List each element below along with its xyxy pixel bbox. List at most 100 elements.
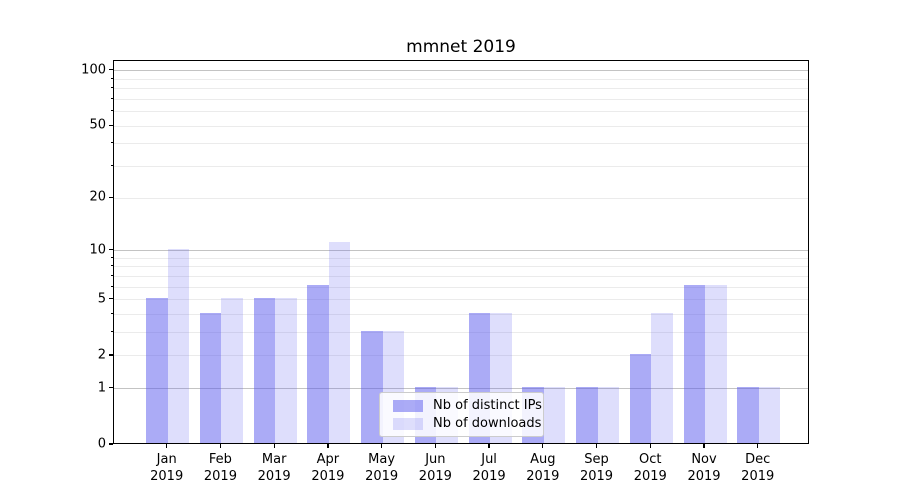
bar-downloads-aug [543,386,566,443]
xtick-label-year: 2019 [311,468,345,484]
bar-ips-may [361,330,383,443]
ytick-minor-60 [110,110,113,112]
gridline-y-3 [114,332,808,334]
legend-label-distinct-ips: Nb of distinct IPs [433,398,542,413]
bar-downloads-nov [705,285,727,443]
xtick-mark-oct [649,444,651,448]
gridline-y-1 [114,388,808,390]
bar-downloads-mar [275,297,297,443]
xtick-label-year: 2019 [418,468,452,484]
xtick-label-may: May 2019 [350,452,414,485]
xtick-label-dec: Dec 2019 [726,452,790,485]
ytick-mark-2 [109,354,113,356]
ytick-minor-9 [110,256,113,258]
plot-area: Nb of distinct IPs Nb of downloads [113,60,809,444]
bar-ips-oct [629,353,652,443]
bar-downloads-dec [758,386,781,443]
bar-ips-nov [683,285,705,443]
xtick-mark-nov [703,444,705,448]
gridline-y-40 [114,143,808,145]
legend-item-downloads: Nb of downloads [393,416,541,431]
xtick-label-nov: Nov 2019 [672,452,736,485]
gridline-y-50 [114,125,808,127]
ytick-label-5: 5 [97,291,106,307]
gridline-y-90 [114,78,808,80]
xtick-label-jun: Jun 2019 [403,452,467,485]
bar-ips-jan [146,297,168,443]
gridline-y-8 [114,266,808,268]
ytick-label-100: 100 [81,62,106,78]
xtick-label-year: 2019 [257,468,291,484]
xtick-label-year: 2019 [365,468,399,484]
ytick-label-2: 2 [97,347,106,363]
xtick-label-month: Aug [530,452,556,467]
legend-item-distinct-ips: Nb of distinct IPs [393,398,542,413]
legend: Nb of distinct IPs Nb of downloads [379,392,544,437]
gridline-y-5 [114,299,808,301]
xtick-label-month: Nov [691,452,717,467]
ytick-label-1: 1 [97,380,106,396]
xtick-label-jul: Jul 2019 [457,452,521,485]
bar-ips-mar [253,297,276,443]
xtick-label-month: Sep [584,452,609,467]
gridline-y-9 [114,257,808,259]
gridline-y-7 [114,275,808,277]
ytick-label-10: 10 [89,242,106,258]
legend-swatch-distinct-ips [393,399,423,412]
xtick-label-month: Mar [261,452,287,467]
ytick-mark-100 [109,69,113,71]
gridline-y-70 [114,98,808,100]
gridline-y-10 [114,250,808,252]
gridline-y-4 [114,314,808,315]
bar-ips-dec [737,386,759,443]
ytick-mark-50 [109,124,113,126]
xtick-label-year: 2019 [150,468,184,484]
xtick-label-month: Jan [156,452,177,467]
legend-swatch-downloads [393,417,423,430]
xtick-label-month: Dec [745,452,771,467]
ytick-mark-0 [109,443,113,445]
bar-ips-sep [576,386,598,443]
ytick-mark-5 [109,298,113,300]
gridline-y-2 [114,355,808,357]
ytick-minor-40 [110,142,113,144]
ytick-label-0: 0 [97,436,106,452]
xtick-label-apr: Apr 2019 [296,452,360,485]
ytick-minor-7 [110,274,113,276]
legend-label-downloads: Nb of downloads [433,416,542,431]
xtick-mark-jul [488,444,490,448]
xtick-mark-jun [434,444,436,448]
xtick-label-month: Jun [425,452,446,467]
xtick-label-year: 2019 [687,468,721,484]
xtick-mark-aug [542,444,544,448]
xtick-mark-mar [273,444,275,448]
ytick-mark-10 [109,248,113,251]
xtick-label-feb: Feb 2019 [188,452,252,485]
bar-downloads-feb [221,297,243,443]
xtick-label-year: 2019 [633,468,667,484]
ytick-minor-3 [110,331,113,333]
ytick-label-20: 20 [89,189,106,205]
xtick-label-aug: Aug 2019 [511,452,575,485]
xtick-label-year: 2019 [579,468,614,484]
bar-ips-apr [307,285,329,443]
ytick-mark-20 [109,196,113,198]
xtick-mark-apr [327,444,329,448]
xtick-label-month: Feb [208,452,232,467]
xtick-label-month: Apr [316,452,340,467]
ytick-minor-30 [110,165,113,167]
ytick-minor-6 [110,285,113,287]
bar-downloads-oct [651,312,673,443]
ytick-label-50: 50 [89,117,106,133]
gridline-y-20 [114,197,808,199]
bar-downloads-sep [597,386,620,443]
xtick-mark-dec [757,444,759,448]
ytick-minor-4 [110,313,113,314]
xtick-label-oct: Oct 2019 [618,452,682,485]
xtick-label-year: 2019 [526,468,560,484]
xtick-label-year: 2019 [472,468,506,484]
xtick-label-month: Jul [481,452,497,467]
gridline-y-60 [114,111,808,113]
ytick-mark-1 [109,387,113,389]
